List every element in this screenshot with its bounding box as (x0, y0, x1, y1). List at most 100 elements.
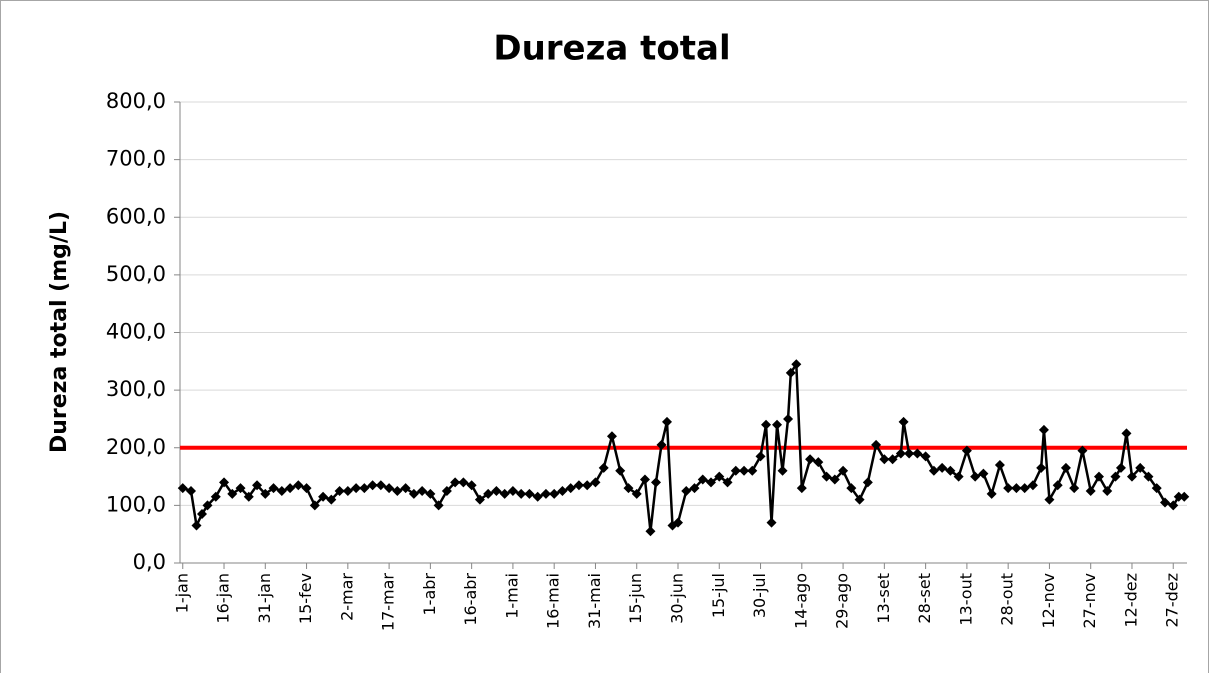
data-marker (417, 485, 428, 496)
data-marker (1077, 445, 1088, 456)
data-marker (235, 483, 246, 494)
data-marker (507, 485, 518, 496)
data-marker (598, 462, 609, 473)
data-marker (532, 491, 543, 502)
data-marker (1085, 485, 1096, 496)
data-marker (1044, 494, 1055, 505)
data-marker (766, 517, 777, 528)
data-marker (730, 465, 741, 476)
data-marker (565, 483, 576, 494)
data-marker (384, 483, 395, 494)
data-marker (1052, 480, 1063, 491)
data-marker (722, 477, 733, 488)
data-marker (821, 471, 832, 482)
data-marker (631, 488, 642, 499)
x-tick-label: 28-out (998, 573, 1017, 626)
data-marker (672, 517, 683, 528)
data-marker (524, 488, 535, 499)
data-marker (326, 494, 337, 505)
data-marker (516, 488, 527, 499)
x-tick-label: 27-nov (1080, 573, 1099, 629)
data-marker (499, 488, 510, 499)
data-marker (978, 468, 989, 479)
data-marker (441, 485, 452, 496)
y-tick-label: 600,0 (106, 204, 166, 228)
x-tick-label: 16-mai (544, 573, 563, 629)
data-marker (590, 477, 601, 488)
data-marker (1151, 483, 1162, 494)
data-marker (1027, 480, 1038, 491)
data-marker (937, 462, 948, 473)
data-marker (1173, 491, 1184, 502)
data-marker (285, 483, 296, 494)
data-marker (777, 465, 788, 476)
x-tick-label: 14-ago (791, 573, 810, 629)
y-tick-label: 400,0 (106, 320, 166, 344)
data-marker (1135, 462, 1146, 473)
y-tick-label: 500,0 (106, 262, 166, 286)
y-axis-label: Dureza total (mg/L) (47, 211, 72, 453)
data-marker (276, 485, 287, 496)
data-marker (549, 488, 560, 499)
data-marker (761, 419, 772, 430)
x-tick-label: 31-mai (585, 573, 604, 629)
data-marker (961, 445, 972, 456)
x-tick-label: 31-jan (255, 573, 274, 624)
data-marker (639, 474, 650, 485)
x-tick-label: 2-mar (337, 573, 356, 621)
data-marker (785, 367, 796, 378)
data-marker (202, 500, 213, 511)
data-marker (582, 480, 593, 491)
data-marker (243, 491, 254, 502)
x-tick-label: 1-mai (502, 573, 521, 619)
data-marker (813, 457, 824, 468)
x-tick-label: 16-jan (214, 573, 233, 624)
data-marker (1168, 500, 1179, 511)
data-marker (1159, 497, 1170, 508)
data-marker (1179, 491, 1190, 502)
data-marker (846, 483, 857, 494)
data-marker (450, 477, 461, 488)
data-marker (606, 431, 617, 442)
x-tick-label: 28-set (915, 573, 934, 624)
data-marker (1069, 483, 1080, 494)
data-marker (829, 474, 840, 485)
y-tick-label: 800,0 (106, 89, 166, 113)
data-marker (408, 488, 419, 499)
data-marker (1093, 471, 1104, 482)
data-marker (791, 359, 802, 370)
data-marker (1126, 471, 1137, 482)
data-marker (375, 480, 386, 491)
data-marker (898, 416, 909, 427)
data-marker (920, 451, 931, 462)
data-marker (772, 419, 783, 430)
data-marker (400, 483, 411, 494)
data-marker (650, 477, 661, 488)
x-tick-label: 12-nov (1039, 573, 1058, 629)
data-marker (334, 485, 345, 496)
data-marker (887, 454, 898, 465)
data-marker (425, 488, 436, 499)
data-marker (191, 520, 202, 531)
data-marker (458, 477, 469, 488)
data-marker (805, 454, 816, 465)
x-tick-label: 13-out (956, 573, 975, 626)
data-marker (714, 471, 725, 482)
data-marker (706, 477, 717, 488)
x-tick-label: 15-jun (626, 573, 645, 624)
data-marker (252, 480, 263, 491)
data-marker (1115, 462, 1126, 473)
data-marker (904, 448, 915, 459)
data-marker (928, 465, 939, 476)
data-marker (994, 460, 1005, 471)
data-marker (945, 465, 956, 476)
data-marker (309, 500, 320, 511)
data-marker (1121, 428, 1132, 439)
data-marker (661, 416, 672, 427)
data-marker (1038, 424, 1049, 435)
data-marker (615, 465, 626, 476)
data-marker (747, 465, 758, 476)
data-marker (392, 485, 403, 496)
